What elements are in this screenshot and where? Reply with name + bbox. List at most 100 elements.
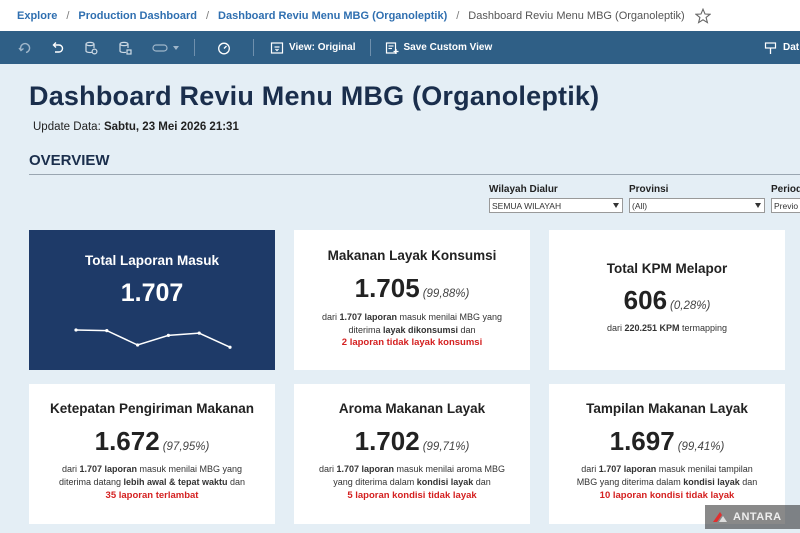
desc-bold: 1.707 laporan — [79, 464, 137, 474]
card-value-row: 1.672 (97,95%) — [29, 426, 275, 457]
section-divider — [29, 174, 800, 175]
update-value: Sabtu, 23 Mei 2026 21:31 — [103, 121, 239, 133]
chevron-down-icon[interactable] — [172, 41, 180, 55]
kpi-card-kpm-melapor: Total KPM Melapor 606 (0,28%) dari 220.25… — [549, 230, 785, 370]
desc-text: dari — [606, 323, 625, 333]
filter-label: Period — [771, 184, 800, 195]
desc-text: masuk menilai MBG yang — [397, 312, 503, 322]
desc-bold: 1.707 laporan — [339, 312, 397, 322]
performance-timer-icon[interactable] — [217, 41, 231, 55]
breadcrumb-separator: / — [66, 9, 70, 22]
card-value-row: 1.702 (99,71%) — [294, 426, 530, 457]
card-percentage: (99,71%) — [422, 441, 470, 453]
card-title: Total Laporan Masuk — [84, 253, 220, 268]
desc-text: masuk menilai aroma MBG — [394, 464, 506, 474]
breadcrumb-production-dashboard[interactable]: Production Dashboard — [78, 9, 197, 22]
view-icon — [270, 41, 284, 55]
breadcrumb-current: Dashboard Reviu Menu MBG (Organoleptik) — [468, 9, 685, 22]
filter-wilayah: Wilayah Dialur SEMUA WILAYAH — [489, 184, 623, 213]
desc-text: masuk menilai tampilan — [656, 464, 753, 474]
breadcrumb: Explore / Production Dashboard / Dashboa… — [0, 0, 800, 31]
period-selected-value: Previo — [774, 200, 799, 211]
card-value: 1.702 — [354, 426, 420, 456]
filter-provinsi: Provinsi (All) — [629, 184, 765, 213]
save-view-icon — [385, 41, 399, 55]
card-alert: 2 laporan tidak layak konsumsi — [341, 337, 483, 348]
kpi-card-tampilan-makanan: Tampilan Makanan Layak 1.697 (99,41%) dar… — [549, 384, 785, 524]
filter-label: Wilayah Dialur — [489, 184, 558, 195]
card-value-row: 606 (0,28%) — [549, 285, 785, 316]
breadcrumb-dashboard-link[interactable]: Dashboard Reviu Menu MBG (Organoleptik) — [218, 9, 448, 22]
toolbar-divider — [369, 39, 371, 56]
card-value: 1.707 — [120, 279, 184, 307]
card-title: Ketepatan Pengiriman Makanan — [49, 401, 255, 416]
data-guide-button[interactable]: Dat — [764, 41, 799, 55]
card-title: Tampilan Makanan Layak — [586, 401, 748, 416]
save-custom-view-label: Save Custom View — [403, 42, 493, 53]
redo-icon[interactable] — [18, 41, 32, 55]
favorite-star-icon[interactable] — [694, 7, 711, 24]
update-info: Update Data: Sabtu, 23 Mei 2026 21:31 — [33, 121, 239, 133]
desc-text: dari — [61, 464, 80, 474]
card-description: dari 1.707 laporan masuk menilai MBG yan… — [29, 463, 275, 489]
desc-text: diterima datang — [58, 477, 124, 487]
desc-text: dan — [473, 477, 491, 487]
desc-bold: kondisi layak — [416, 477, 474, 487]
kpi-card-total-laporan: Total Laporan Masuk 1.707 — [29, 230, 275, 370]
desc-text: masuk menilai MBG yang — [137, 464, 243, 474]
card-title: Aroma Makanan Layak — [338, 401, 486, 416]
desc-text: dan — [227, 477, 246, 487]
refresh-data-icon[interactable] — [118, 41, 132, 55]
kpi-card-aroma-makanan: Aroma Makanan Layak 1.702 (99,71%) dari 1… — [294, 384, 530, 524]
desc-bold: 1.707 laporan — [336, 464, 394, 474]
desc-bold: lebih awal & tepat waktu — [123, 477, 228, 487]
card-alert: 10 laporan kondisi tidak layak — [599, 490, 735, 501]
desc-bold: 220.251 KPM — [624, 323, 680, 333]
filter-label: Provinsi — [629, 184, 669, 195]
breadcrumb-explore[interactable]: Explore — [17, 9, 58, 22]
toolbar: View: Original Save Custom View Dat — [0, 31, 800, 64]
card-value: 1.672 — [94, 426, 160, 456]
card-title: Makanan Layak Konsumsi — [327, 248, 497, 263]
section-title-overview: OVERVIEW — [29, 152, 110, 169]
wilayah-dropdown[interactable]: SEMUA WILAYAH — [489, 198, 623, 213]
sparkline-line — [75, 329, 231, 348]
desc-text: dari — [581, 464, 599, 474]
filter-period: Period Previo — [771, 184, 800, 213]
kpi-card-makanan-layak: Makanan Layak Konsumsi 1.705 (99,88%) dar… — [294, 230, 530, 370]
antara-watermark: ANTARA — [705, 505, 800, 529]
desc-text: dari — [321, 312, 340, 322]
dashboard-canvas: Dashboard Reviu Menu MBG (Organoleptik) … — [0, 64, 800, 533]
undo-icon[interactable] — [50, 41, 64, 55]
revert-data-icon[interactable] — [84, 41, 98, 55]
desc-text: dan — [458, 325, 476, 335]
signpost-icon — [764, 41, 778, 55]
card-alert: 35 laporan terlambat — [105, 490, 199, 501]
card-value: 1.705 — [354, 273, 420, 303]
desc-text: diterima — [348, 325, 383, 335]
provinsi-dropdown[interactable]: (All) — [629, 198, 765, 213]
pause-updates-icon[interactable] — [152, 41, 168, 55]
sparkline-point — [166, 333, 170, 337]
toolbar-divider — [194, 39, 195, 56]
sparkline-point — [197, 331, 201, 335]
sparkline-chart — [74, 328, 232, 349]
chevron-down-icon — [755, 203, 761, 208]
watermark-text: ANTARA — [733, 511, 782, 523]
desc-text: dan — [739, 477, 758, 487]
card-description: dari 220.251 KPM termapping — [549, 322, 785, 335]
card-percentage: (97,95%) — [162, 441, 210, 453]
save-custom-view-button[interactable]: Save Custom View — [385, 41, 493, 55]
card-description: dari 1.707 laporan masuk menilai aroma M… — [294, 463, 530, 489]
desc-text: dari — [318, 464, 337, 474]
chevron-down-icon — [613, 203, 619, 208]
period-dropdown[interactable]: Previo — [771, 198, 800, 213]
update-label: Update Data: — [33, 121, 101, 133]
dashboard-title: Dashboard Reviu Menu MBG (Organoleptik) — [29, 81, 600, 111]
sparkline-point — [228, 345, 232, 349]
card-description: dari 1.707 laporan masuk menilai tampila… — [549, 463, 785, 489]
view-original-button[interactable]: View: Original — [270, 41, 356, 55]
desc-bold: layak dikonsumsi — [382, 325, 459, 335]
antara-logo-icon — [713, 512, 727, 522]
desc-bold: kondisi layak — [683, 477, 740, 487]
